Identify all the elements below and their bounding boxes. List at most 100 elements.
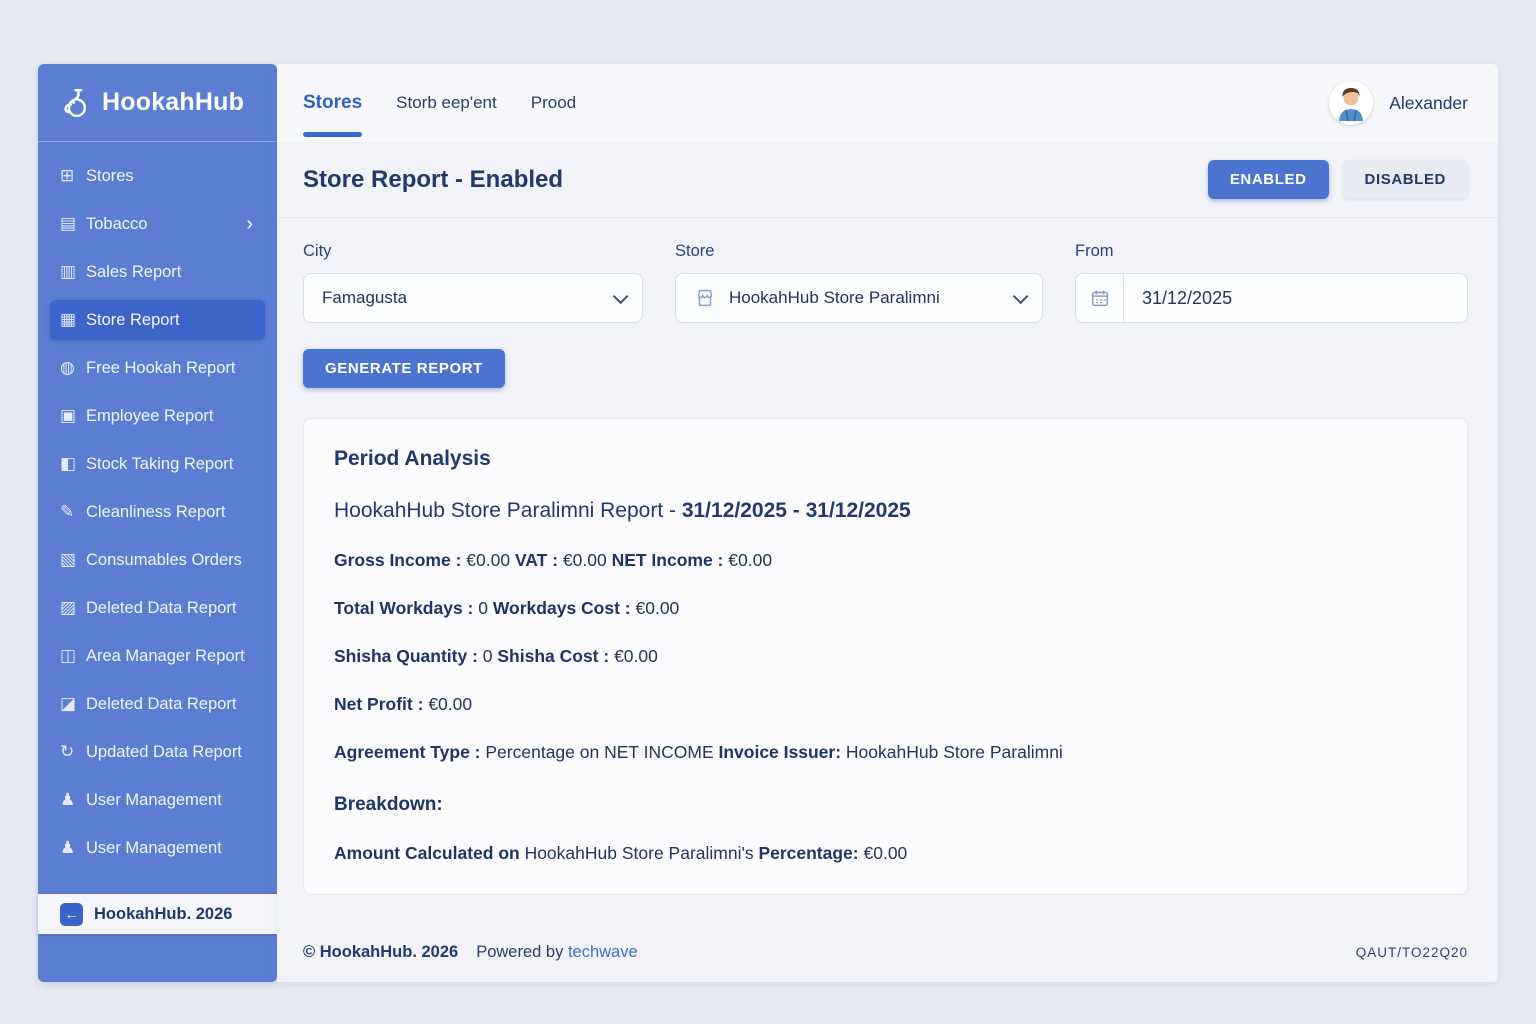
tab-prood[interactable]: Prood [531,83,576,123]
updated-data-report-icon: ↻ [60,742,75,761]
report-title-line: HookahHub Store Paralimni Report - 31/12… [334,499,911,522]
consumables-orders-icon: ▧ [60,550,77,569]
analysis-line: Shisha Quantity : 0 Shisha Cost : €0.00 [334,646,658,666]
users-management-icon: ♟ [60,838,76,857]
analysis-line: Total Workdays : 0 Workdays Cost : €0.00 [334,598,680,618]
techwave-link[interactable]: techwave [567,943,638,961]
sidebar-brand-label: HookahHub. 2026 [94,904,233,923]
sidebar-item-label: Consumables Orders [86,550,242,569]
sidebar-item-area-manager-report[interactable]: ◫ Area Manager Report [50,636,265,676]
sidebar-menu: ⊞ Stores ▤ Tobacco › ▥ Sales Report ▦ Store Repo… [38,142,277,868]
analysis-line: Gross Income : €0.00 VAT : €0.00 NET Inc… [334,550,773,570]
stock-taking-report-icon: ◧ [60,454,77,473]
stores-icon: ⊞ [60,166,75,185]
area-manager-report-icon: ◫ [60,646,77,665]
user-menu[interactable]: Alexander [1329,81,1468,125]
analysis-lines: Gross Income : €0.00 VAT : €0.00 NET Inc… [334,550,1437,864]
sidebar-item-cleanliness-report[interactable]: ✎ Cleanliness Report [50,492,265,532]
app-title: HookahHub [102,88,245,116]
period-analysis-card: Period Analysis HookahHub Store Paralimn… [303,418,1468,895]
generate-report-button[interactable]: GENERATE REPORT [303,349,505,388]
sidebar-item-employee-report[interactable]: ▣ Employee Report [50,396,265,436]
chevron-down-icon [612,288,629,304]
sidebar-item-label: Store Report [86,310,180,329]
enabled-button[interactable]: ENABLED [1207,160,1329,199]
sidebar-item-label: Tobacco [86,214,148,233]
chevron-down-icon [1012,288,1029,304]
tab-label: Prood [530,93,577,112]
sidebar-item-free-hookah-report[interactable]: ◍ Free Hookah Report [50,348,265,388]
powered-by-prefix: Powered by [476,943,564,961]
powered-by: Powered by techwave [476,943,637,962]
store-filter: Store HookahHub Store Paralimni [675,242,1043,323]
main-panel: Stores Storb eep'ent Prood Alexander Store… [277,64,1498,982]
city-select-value: Famagusta [322,288,408,307]
storefront-icon [694,287,716,309]
copyright-text: © HookahHub. 2026 [303,943,459,961]
sidebar-item-updated-data-report[interactable]: ↻ Updated Data Report [50,732,265,772]
period-analysis-title: Period Analysis [334,447,491,470]
disabled-button[interactable]: DISABLED [1342,160,1468,199]
store-select[interactable]: HookahHub Store Paralimni [675,273,1043,323]
user-name: Alexander [1389,92,1468,113]
sidebar-item-label: User Management [86,790,222,809]
sidebar-item-label: Stock Taking Report [86,454,234,473]
sidebar-item-deleted-data-report[interactable]: ◪ Deleted Data Report [50,684,265,724]
tab-stores[interactable]: Stores [303,82,363,137]
sidebar-item-consumables-orders[interactable]: ▧ Consumables Orders [50,540,265,580]
hookah-icon [64,88,86,117]
sidebar-item-user-management[interactable]: ♟ User Management [50,828,265,868]
store-label: Store [675,242,715,260]
user-avatar [1329,81,1374,125]
from-label: From [1075,242,1114,260]
deleted-data-report-icon: ▨ [60,598,77,617]
footer: © HookahHub. 2026 Powered by techwave QA… [303,943,1468,962]
page-header: Store Report - Enabled ENABLED DISABLED [277,142,1498,218]
deleted-data-report-icon: ◪ [60,694,77,713]
tab-storb-eep-ent[interactable]: Storb eep'ent [396,83,497,123]
sidebar-item-deleted-data-report[interactable]: ▨ Deleted Data Report [50,588,265,628]
city-select[interactable]: Famagusta [303,273,643,323]
sidebar-item-label: Area Manager Report [86,646,245,665]
sidebar-item-stores[interactable]: ⊞ Stores [50,156,265,196]
active-tab-indicator [303,132,363,137]
tab-bar: Stores Storb eep'ent Prood [303,82,610,137]
sidebar-item-label: Employee Report [86,406,214,425]
sidebar-item-label: Sales Report [86,262,182,281]
sidebar: HookahHub ⊞ Stores ▤ Tobacco › ▥ Sales Report ▦… [38,64,277,982]
status-toggle-group: ENABLED DISABLED [1207,160,1468,199]
sidebar-item-stock-taking-report[interactable]: ◧ Stock Taking Report [50,444,265,484]
employee-report-icon: ▣ [60,406,77,425]
sidebar-item-label: Free Hookah Report [86,358,236,377]
from-date-input[interactable] [1124,287,1467,309]
sidebar-brand-row[interactable]: ← HookahHub. 2026 [38,894,277,934]
sales-report-icon: ▥ [60,262,77,281]
store-report-icon: ▦ [60,310,77,329]
sidebar-item-label: Cleanliness Report [86,502,226,521]
breakdown-heading: Breakdown: [334,794,443,815]
from-date-filter: From [1075,242,1468,323]
page-title: Store Report - Enabled [303,165,564,193]
cleanliness-report-icon: ✎ [60,502,75,521]
sidebar-item-store-report[interactable]: ▦ Store Report [50,300,265,340]
from-date-group [1075,273,1468,323]
logout-icon: ← [60,902,83,926]
user-management-icon: ♟ [60,790,76,809]
store-select-value: HookahHub Store Paralimni [729,288,940,307]
sidebar-item-tobacco[interactable]: ▤ Tobacco › [50,204,265,244]
sidebar-item-label: Deleted Data Report [86,694,237,713]
city-filter: City Famagusta [303,242,643,323]
sidebar-item-user-management[interactable]: ♟ User Management [50,780,265,820]
tab-label: Storb eep'ent [396,93,497,112]
analysis-line: Agreement Type : Percentage on NET INCOM… [334,742,1063,762]
tab-label: Stores [303,92,363,113]
analysis-line: Amount Calculated on HookahHub Store Par… [334,843,908,863]
city-label: City [303,242,332,260]
app-logo[interactable]: HookahHub [38,64,277,142]
tobacco-icon: ▤ [60,214,77,233]
calendar-icon[interactable] [1076,274,1124,322]
sidebar-item-sales-report[interactable]: ▥ Sales Report [50,252,265,292]
sidebar-item-label: Deleted Data Report [86,598,237,617]
chevron-right-icon: › [246,213,253,235]
